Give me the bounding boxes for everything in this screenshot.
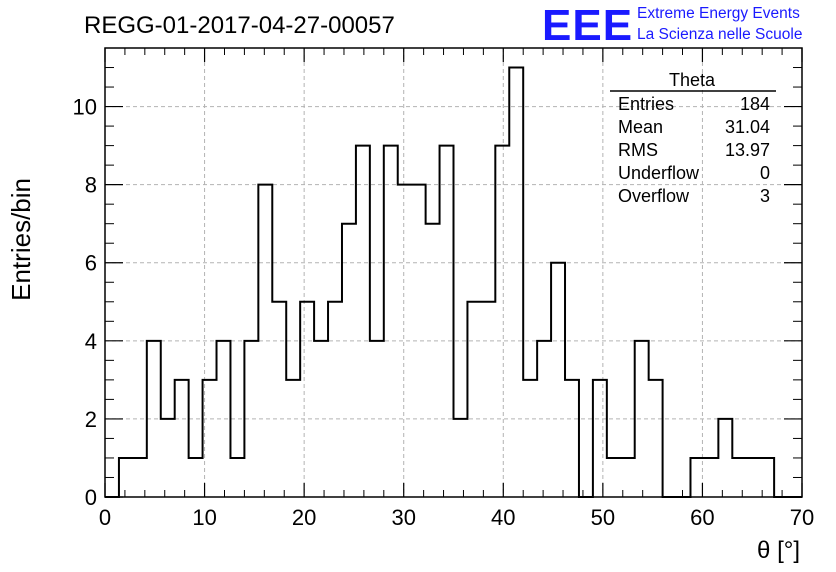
y-tick-label: 4 — [85, 329, 97, 354]
stats-row-value: 13.97 — [725, 140, 770, 160]
y-axis-label: Entries/bin — [6, 178, 36, 301]
x-tick-labels: 0 10 20 30 40 50 60 70 — [99, 505, 814, 530]
stats-row-label: Mean — [618, 117, 663, 137]
eee-org-line2: La Scienza nelle Scuole — [637, 26, 802, 43]
stats-row-value: 3 — [760, 186, 770, 206]
stats-row-value: 31.04 — [725, 117, 770, 137]
stats-row-value: 0 — [760, 163, 770, 183]
y-tick-labels: 0 2 4 6 8 10 — [73, 95, 97, 510]
x-tick-label: 70 — [790, 505, 814, 530]
run-id-title: REGG-01-2017-04-27-00057 — [84, 12, 395, 39]
histogram-line — [105, 66, 802, 498]
stats-row-label: Entries — [618, 94, 674, 114]
stats-box-rows: Entries 184 Mean 31.04 RMS 13.97 Underflow 0 Ove… — [618, 94, 770, 206]
plot-frame — [104, 47, 803, 498]
y-tick-label: 0 — [85, 485, 97, 510]
x-tick-label: 40 — [491, 505, 515, 530]
stats-row-label: Overflow — [618, 186, 690, 206]
eee-logo: EEE Extreme Energy Events La Scienza nel… — [542, 1, 802, 50]
x-tick-label: 20 — [292, 505, 316, 530]
stats-box: Theta Entries 184 Mean 31.04 RMS 13.97 Underfl… — [610, 70, 776, 206]
grid-lines — [105, 48, 802, 497]
eee-logo-mark: EEE — [542, 1, 633, 50]
y-tick-label: 6 — [85, 251, 97, 276]
stats-row-label: RMS — [618, 140, 658, 160]
x-tick-label: 30 — [391, 505, 415, 530]
y-tick-label: 10 — [73, 95, 97, 120]
stats-row-value: 184 — [740, 94, 770, 114]
eee-org-line1: Extreme Energy Events — [637, 5, 800, 22]
stats-row-label: Underflow — [618, 163, 700, 183]
x-tick-label: 0 — [99, 505, 111, 530]
x-axis-label: θ [°] — [757, 537, 800, 564]
y-tick-label: 8 — [85, 173, 97, 198]
y-tick-label: 2 — [85, 407, 97, 432]
x-tick-label: 50 — [591, 505, 615, 530]
stats-box-title: Theta — [669, 70, 716, 90]
x-tick-label: 60 — [690, 505, 714, 530]
x-tick-label: 10 — [192, 505, 216, 530]
